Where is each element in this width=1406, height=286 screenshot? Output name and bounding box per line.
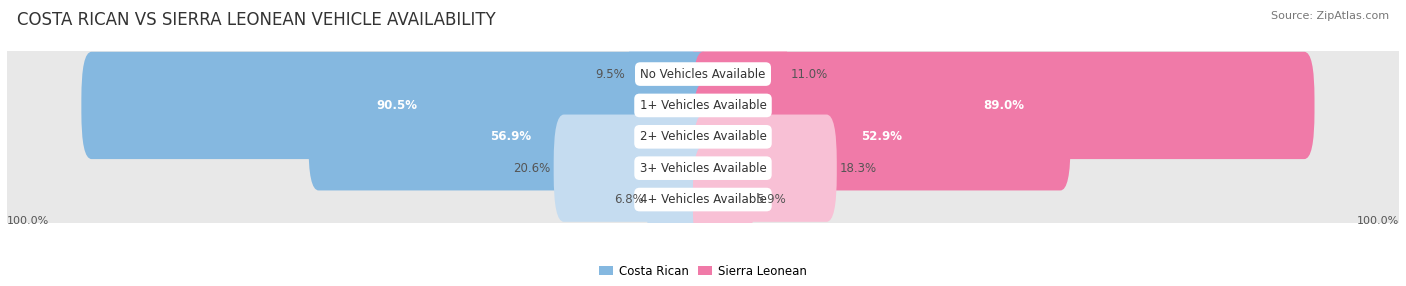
FancyBboxPatch shape xyxy=(693,83,1070,190)
FancyBboxPatch shape xyxy=(693,20,787,128)
Text: 11.0%: 11.0% xyxy=(790,67,828,81)
FancyBboxPatch shape xyxy=(0,0,1406,148)
Text: 100.0%: 100.0% xyxy=(7,216,49,226)
Text: 6.8%: 6.8% xyxy=(614,193,644,206)
Text: 1+ Vehicles Available: 1+ Vehicles Available xyxy=(640,99,766,112)
FancyBboxPatch shape xyxy=(0,94,1406,242)
Text: Source: ZipAtlas.com: Source: ZipAtlas.com xyxy=(1271,11,1389,21)
FancyBboxPatch shape xyxy=(308,83,713,190)
Text: 56.9%: 56.9% xyxy=(491,130,531,143)
FancyBboxPatch shape xyxy=(0,63,1406,211)
Text: 2+ Vehicles Available: 2+ Vehicles Available xyxy=(640,130,766,143)
Text: 90.5%: 90.5% xyxy=(377,99,418,112)
FancyBboxPatch shape xyxy=(693,114,837,222)
Text: 52.9%: 52.9% xyxy=(862,130,903,143)
FancyBboxPatch shape xyxy=(0,31,1406,180)
Text: 18.3%: 18.3% xyxy=(841,162,877,175)
FancyBboxPatch shape xyxy=(0,126,1406,274)
FancyBboxPatch shape xyxy=(693,52,1315,159)
Text: 20.6%: 20.6% xyxy=(513,162,550,175)
FancyBboxPatch shape xyxy=(554,114,713,222)
Text: 3+ Vehicles Available: 3+ Vehicles Available xyxy=(640,162,766,175)
Text: 5.9%: 5.9% xyxy=(756,193,786,206)
Text: No Vehicles Available: No Vehicles Available xyxy=(640,67,766,81)
Legend: Costa Rican, Sierra Leonean: Costa Rican, Sierra Leonean xyxy=(595,260,811,282)
Text: 100.0%: 100.0% xyxy=(1357,216,1399,226)
Text: 4+ Vehicles Available: 4+ Vehicles Available xyxy=(640,193,766,206)
Text: 89.0%: 89.0% xyxy=(983,99,1024,112)
FancyBboxPatch shape xyxy=(693,146,754,253)
Text: 9.5%: 9.5% xyxy=(596,67,626,81)
Text: COSTA RICAN VS SIERRA LEONEAN VEHICLE AVAILABILITY: COSTA RICAN VS SIERRA LEONEAN VEHICLE AV… xyxy=(17,11,496,29)
FancyBboxPatch shape xyxy=(647,146,713,253)
FancyBboxPatch shape xyxy=(82,52,713,159)
FancyBboxPatch shape xyxy=(628,20,713,128)
